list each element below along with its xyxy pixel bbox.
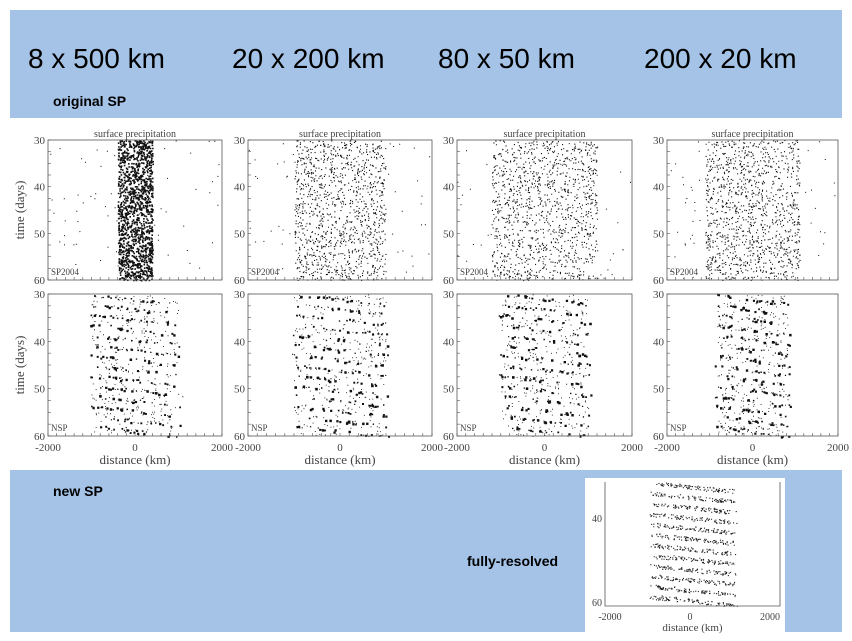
y-tick-label: 40 xyxy=(592,514,602,525)
y-tick-label: 50 xyxy=(234,228,246,240)
y-tick-label: 60 xyxy=(34,431,46,443)
x-axis-label: distance (km) xyxy=(304,452,375,467)
y-axis-label: time (days) xyxy=(12,181,27,240)
panel-title: surface precipitation xyxy=(504,129,586,140)
precipitation-pattern xyxy=(50,140,220,282)
y-tick-label: 30 xyxy=(653,135,665,147)
run-label: NSP xyxy=(670,423,687,433)
y-tick-label: 30 xyxy=(653,289,665,301)
y-tick-label: 60 xyxy=(234,275,246,287)
y-tick-label: 60 xyxy=(34,275,46,287)
run-label: NSP xyxy=(460,423,477,433)
run-label: SP2004 xyxy=(51,267,80,277)
x-tick-label: -2000 xyxy=(654,442,680,454)
y-tick-label: 30 xyxy=(34,135,46,147)
y-tick-label: 60 xyxy=(592,598,602,609)
y-tick-label: 50 xyxy=(653,384,665,396)
run-label: NSP xyxy=(251,423,268,433)
y-tick-label: 50 xyxy=(234,384,246,396)
precipitation-pattern xyxy=(90,295,184,438)
y-tick-label: 60 xyxy=(653,275,665,287)
x-tick-label: 2000 xyxy=(827,442,850,454)
plot-frame xyxy=(47,293,223,437)
y-tick-label: 50 xyxy=(443,384,455,396)
panel-title: surface precipitation xyxy=(712,129,794,140)
y-tick-label: 60 xyxy=(443,275,455,287)
y-axis-label: time (days) xyxy=(12,336,27,395)
plot-frame xyxy=(247,293,433,437)
y-tick-label: 60 xyxy=(443,431,455,443)
inset-label: fully-resolved xyxy=(467,553,558,569)
plot-frame xyxy=(456,293,633,437)
panel-title: surface precipitation xyxy=(94,129,176,140)
x-tick-label: -2000 xyxy=(235,442,261,454)
column-heading: 20 x 200 km xyxy=(232,43,385,74)
x-tick-label: -2000 xyxy=(35,442,61,454)
precipitation-pattern xyxy=(248,140,431,281)
y-tick-label: 30 xyxy=(234,135,246,147)
y-tick-label: 60 xyxy=(234,431,246,443)
y-tick-label: 30 xyxy=(443,135,455,147)
x-tick-label: -2000 xyxy=(598,612,621,623)
precipitation-pattern xyxy=(292,294,390,438)
column-heading: 80 x 50 km xyxy=(438,43,575,74)
run-label: SP2004 xyxy=(670,267,699,277)
inset-panel xyxy=(585,478,785,632)
run-label: NSP xyxy=(51,423,68,433)
run-label: SP2004 xyxy=(460,267,489,277)
x-tick-label: 2000 xyxy=(421,442,444,454)
footer-label: new SP xyxy=(53,483,103,499)
x-axis-label: distance (km) xyxy=(662,622,723,634)
x-tick-label: 0 xyxy=(132,442,138,454)
x-tick-label: 2000 xyxy=(211,442,234,454)
x-tick-label: 0 xyxy=(688,612,693,623)
y-tick-label: 60 xyxy=(653,431,665,443)
y-tick-label: 40 xyxy=(443,336,455,348)
column-heading: 200 x 20 km xyxy=(644,43,797,74)
y-tick-label: 40 xyxy=(34,336,46,348)
precipitation-pattern xyxy=(670,140,836,281)
x-axis-label: distance (km) xyxy=(717,452,788,467)
y-tick-label: 30 xyxy=(34,289,46,301)
plot-frame xyxy=(604,482,781,607)
x-tick-label: 0 xyxy=(542,442,548,454)
x-axis-label: distance (km) xyxy=(99,452,170,467)
y-tick-label: 40 xyxy=(653,182,665,194)
precipitation-pattern xyxy=(714,293,792,439)
plot-frame xyxy=(666,293,839,437)
x-tick-label: -2000 xyxy=(444,442,470,454)
y-tick-label: 50 xyxy=(34,384,46,396)
subtitle: original SP xyxy=(53,93,126,109)
y-tick-label: 40 xyxy=(653,336,665,348)
x-tick-label: 2000 xyxy=(621,442,644,454)
y-tick-label: 40 xyxy=(234,336,246,348)
run-label: SP2004 xyxy=(251,267,280,277)
top-band xyxy=(10,10,842,118)
panel-title: surface precipitation xyxy=(299,129,381,140)
plot-frame xyxy=(247,139,433,281)
y-tick-label: 40 xyxy=(234,182,246,194)
y-tick-label: 40 xyxy=(443,182,455,194)
x-tick-label: 0 xyxy=(750,442,756,454)
precipitation-pattern xyxy=(498,294,593,438)
y-tick-label: 30 xyxy=(443,289,455,301)
x-tick-label: 0 xyxy=(337,442,343,454)
y-tick-label: 50 xyxy=(653,228,665,240)
y-tick-label: 40 xyxy=(34,182,46,194)
y-tick-label: 50 xyxy=(443,228,455,240)
column-heading: 8 x 500 km xyxy=(28,43,165,74)
x-tick-label: 2000 xyxy=(760,612,780,623)
y-tick-label: 30 xyxy=(234,289,246,301)
precipitation-pattern xyxy=(457,140,631,282)
x-axis-label: distance (km) xyxy=(509,452,580,467)
y-tick-label: 50 xyxy=(34,228,46,240)
